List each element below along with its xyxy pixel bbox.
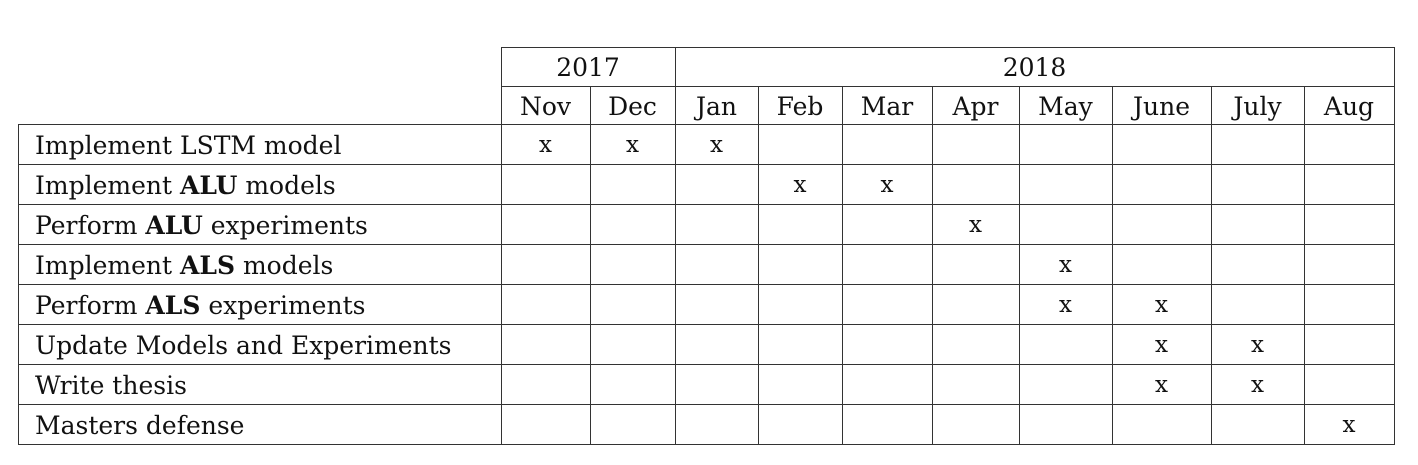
month-header: Jan [695, 91, 738, 121]
month-header: Mar [860, 91, 914, 121]
task-label-text: experiments [202, 210, 368, 240]
task-label-bold: ALU [145, 210, 203, 240]
task-label-text: Perform [35, 290, 146, 320]
task-label-text: Implement [35, 170, 180, 200]
month-header: Apr [952, 91, 999, 121]
grid-line-vertical [1304, 86, 1305, 445]
month-header: June [1132, 91, 1191, 121]
grid-line-horizontal [501, 47, 1395, 48]
schedule-mark: x [1251, 371, 1264, 398]
grid-line-horizontal [18, 164, 1395, 165]
task-label-bold: ALU [179, 170, 238, 200]
task-label-bold: ALS [145, 290, 201, 320]
task-label: Perform ALS experiments [18, 285, 501, 325]
task-label: Implement LSTM model [18, 125, 501, 165]
grid-line-vertical [590, 86, 591, 445]
grid-line-horizontal [18, 244, 1395, 245]
month-header: May [1038, 91, 1093, 121]
grid-line-horizontal [18, 204, 1395, 205]
grid-line-horizontal [18, 284, 1395, 285]
schedule-mark: x [710, 131, 723, 158]
task-label-text: Implement [35, 250, 180, 280]
grid-line-vertical [1211, 86, 1212, 445]
task-label-text: models [237, 170, 336, 200]
grid-line-vertical [1112, 86, 1113, 445]
task-label-text: models [235, 250, 334, 280]
task-label: Implement ALU models [18, 165, 501, 205]
task-label: Write thesis [18, 365, 501, 405]
grid-line-vertical [842, 86, 843, 445]
task-label-text: experiments [200, 290, 366, 320]
month-header: Aug [1323, 91, 1375, 121]
grid-line-horizontal [18, 444, 1395, 445]
grid-line-horizontal [501, 86, 1395, 87]
task-label-text: Update Models and Experiments [35, 330, 452, 360]
schedule-mark: x [626, 131, 639, 158]
task-label-bold: ALS [179, 250, 236, 280]
grid-line-vertical [1019, 86, 1020, 445]
year-header: 2017 [556, 53, 620, 82]
grid-line-horizontal [18, 364, 1395, 365]
task-label-text: Implement LSTM model [35, 130, 342, 160]
grid-line-vertical [18, 124, 19, 445]
grid-line-vertical [1394, 47, 1395, 445]
grid-line-vertical [932, 86, 933, 445]
task-label-text: Masters defense [35, 410, 245, 440]
grid-line-horizontal [18, 124, 1395, 125]
grid-line-vertical [675, 47, 676, 445]
month-header: Nov [519, 91, 572, 121]
task-label-text: Perform [35, 210, 146, 240]
schedule-mark: x [1155, 331, 1168, 358]
task-label: Implement ALS models [18, 245, 501, 285]
year-header: 2018 [1002, 53, 1067, 82]
grid-line-horizontal [18, 404, 1395, 405]
schedule-mark: x [793, 171, 807, 198]
task-label: Perform ALU experiments [18, 205, 501, 245]
schedule-mark: x [1342, 411, 1356, 438]
schedule-mark: x [1059, 251, 1072, 278]
grid-line-horizontal [18, 324, 1395, 325]
schedule-mark: x [1251, 331, 1264, 358]
schedule-mark: x [969, 211, 982, 238]
schedule-mark: x [539, 131, 552, 158]
task-label: Update Models and Experiments [18, 325, 501, 365]
grid-line-vertical [501, 47, 502, 445]
schedule-mark: x [880, 171, 894, 198]
month-header: Dec [608, 91, 657, 121]
task-label-text: Write thesis [35, 370, 187, 400]
month-header: July [1233, 91, 1282, 121]
task-label: Masters defense [18, 405, 501, 445]
schedule-mark: x [1155, 371, 1168, 398]
schedule-mark: x [1059, 291, 1072, 318]
grid-line-vertical [758, 86, 759, 445]
month-header: Feb [776, 91, 824, 121]
schedule-mark: x [1155, 291, 1168, 318]
